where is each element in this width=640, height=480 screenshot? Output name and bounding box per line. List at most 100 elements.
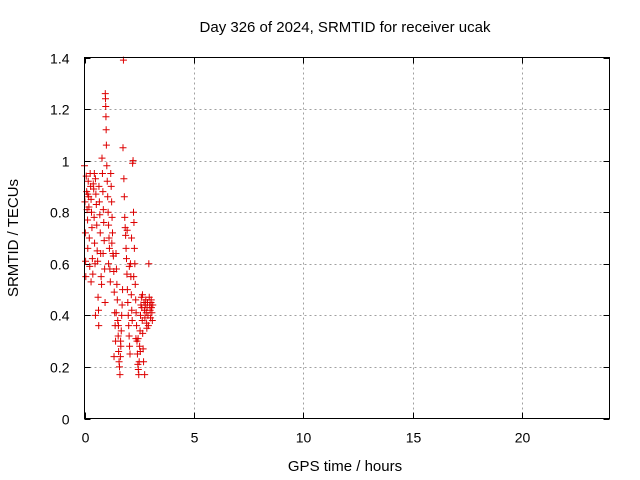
data-point — [95, 182, 103, 190]
data-point — [133, 322, 141, 330]
data-point — [105, 244, 113, 252]
data-point — [91, 239, 99, 247]
data-point — [125, 332, 133, 340]
data-point — [115, 347, 123, 355]
data-point — [87, 278, 95, 286]
data-point — [132, 296, 140, 304]
data-point — [85, 234, 93, 242]
data-point — [84, 244, 92, 252]
data-point — [113, 296, 121, 304]
data-point — [125, 262, 133, 270]
data-point — [105, 234, 113, 242]
data-point — [131, 260, 139, 268]
data-point — [88, 255, 96, 263]
data-point — [107, 182, 115, 190]
data-point — [109, 229, 116, 237]
data-point — [106, 265, 114, 273]
data-point — [118, 311, 126, 319]
y-tick-label: 1 — [62, 154, 70, 170]
data-point — [120, 193, 128, 201]
data-point — [148, 317, 156, 325]
x-tick-label: 20 — [515, 430, 531, 446]
data-point — [85, 203, 93, 211]
data-point — [122, 244, 130, 252]
data-point — [84, 190, 92, 198]
data-point — [102, 95, 109, 103]
data-point — [82, 273, 90, 281]
data-point — [128, 306, 136, 314]
data-point — [112, 265, 120, 273]
data-point — [126, 350, 134, 358]
data-point — [106, 278, 114, 286]
data-point — [84, 216, 92, 224]
data-point — [107, 170, 115, 178]
data-point — [110, 288, 118, 296]
data-point — [108, 198, 116, 206]
data-point — [114, 317, 122, 325]
data-point — [96, 211, 104, 219]
y-tick-label: 1.2 — [50, 102, 70, 118]
data-point — [102, 113, 110, 121]
x-tick-label: 10 — [296, 430, 312, 446]
data-point — [100, 237, 108, 245]
data-point — [130, 273, 138, 281]
data-point — [82, 172, 90, 180]
data-point — [104, 193, 112, 201]
data-point — [143, 324, 151, 332]
data-point — [108, 213, 116, 221]
data-point — [102, 126, 110, 134]
data-point — [128, 317, 136, 325]
data-point — [127, 291, 135, 299]
y-tick-label: 0.6 — [50, 257, 70, 273]
plot-frame — [84, 57, 610, 419]
data-point — [86, 262, 94, 270]
x-tick-label: 0 — [82, 430, 90, 446]
data-point — [90, 170, 98, 178]
data-point — [99, 206, 107, 214]
data-point — [94, 293, 102, 301]
data-point — [90, 185, 98, 193]
data-point — [112, 309, 120, 317]
data-point — [130, 219, 138, 227]
y-tick-labels: 0 0.2 0.4 0.6 0.8 1 1.2 1.4 — [50, 51, 70, 428]
data-point — [99, 188, 107, 196]
data-point — [98, 154, 106, 162]
data-point — [135, 371, 143, 379]
data-point — [99, 249, 107, 257]
data-point — [82, 257, 90, 265]
x-tick-label: 5 — [191, 430, 199, 446]
data-point — [100, 219, 108, 227]
y-tick-label: 0.8 — [50, 205, 70, 221]
data-point — [97, 273, 105, 281]
data-point — [118, 301, 126, 309]
data-point — [87, 195, 95, 203]
data-point — [123, 286, 131, 294]
data-point — [113, 280, 121, 288]
data-point — [95, 322, 103, 330]
data-point — [128, 234, 136, 242]
data-point — [102, 102, 110, 110]
data-point — [95, 306, 102, 314]
data-point — [84, 177, 92, 185]
data-point — [116, 363, 123, 371]
tick-marks — [84, 57, 610, 420]
data-point — [130, 208, 137, 216]
data-point — [139, 329, 147, 337]
data-point — [117, 337, 125, 345]
data-point — [121, 213, 129, 221]
grid-lines — [84, 57, 610, 419]
y-tick-label: 0.4 — [50, 308, 70, 324]
data-points — [81, 56, 157, 379]
data-point — [102, 141, 110, 149]
data-point — [88, 224, 96, 232]
data-point — [81, 229, 89, 237]
data-point — [117, 327, 125, 335]
data-point — [136, 347, 144, 355]
data-point — [145, 260, 153, 268]
data-point — [130, 244, 138, 252]
data-point — [125, 322, 133, 330]
data-point — [149, 301, 157, 309]
data-point — [112, 249, 120, 257]
data-point — [103, 177, 111, 185]
